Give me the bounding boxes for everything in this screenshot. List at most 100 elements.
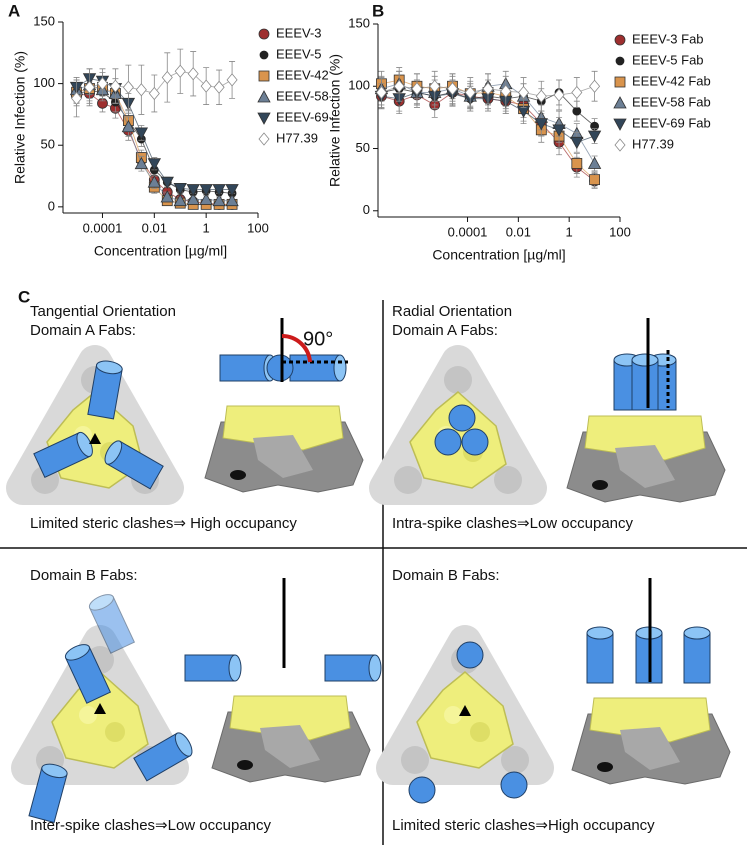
marker [534, 118, 548, 131]
marker [614, 76, 626, 88]
spike-side-view [211, 695, 371, 783]
marker [148, 86, 160, 101]
y-tick-label: 100 [33, 75, 55, 90]
marker [375, 85, 387, 100]
marker [446, 82, 459, 96]
fab [324, 654, 382, 682]
fab [456, 641, 484, 669]
legend-label: EEEV-69 Fab [632, 115, 711, 130]
quadrant-title: Tangential Orientation [30, 303, 176, 320]
x-tick-label: 0.01 [506, 224, 531, 239]
legend-label: EEEV-58 [276, 88, 329, 103]
marker [482, 82, 494, 96]
marker [212, 184, 226, 197]
marker [173, 182, 187, 196]
marker [587, 130, 602, 143]
x-axis-label: Concentration [µg/ml] [94, 243, 227, 259]
marker [225, 184, 239, 197]
marker [186, 184, 200, 197]
y-tick-label: 50 [356, 140, 370, 155]
x-tick-label: 0.0001 [83, 220, 123, 235]
caption: Limited steric clashes⇒ High occupancy [30, 515, 297, 532]
marker [212, 193, 226, 207]
quadrant-title: Domain A Fabs: [30, 322, 136, 339]
x-tick-label: 100 [609, 224, 631, 239]
x-tick-label: 0.01 [142, 220, 167, 235]
marker [161, 70, 173, 85]
marker [147, 175, 161, 188]
marker [122, 80, 134, 94]
fab [586, 626, 614, 684]
x-tick-label: 0.0001 [448, 224, 488, 239]
marker [173, 193, 187, 207]
quadrant-title: Domain A Fabs: [392, 322, 498, 339]
y-tick-label: 100 [348, 78, 370, 93]
fab [289, 354, 347, 382]
caption: Limited steric clashes⇒High occupancy [392, 817, 655, 834]
legend-label: EEEV-3 Fab [632, 31, 704, 46]
marker [199, 192, 213, 205]
marker [570, 136, 584, 150]
fab [683, 626, 711, 684]
marker [135, 83, 147, 97]
marker [571, 85, 583, 100]
marker [160, 190, 174, 203]
marker [199, 184, 213, 197]
marker [393, 79, 405, 93]
y-axis-label: Relative Infection (%) [12, 51, 28, 184]
marker [572, 106, 582, 116]
axis-marker [89, 433, 101, 444]
marker [174, 64, 186, 78]
marker [109, 79, 121, 93]
caption: Intra-spike clashes⇒Low occupancy [392, 515, 634, 532]
panel-label: B [372, 1, 384, 20]
panel-label: A [8, 1, 20, 20]
fab-end [266, 354, 294, 382]
legend-label: EEEV-69 [276, 109, 329, 124]
marker [553, 88, 565, 102]
marker [518, 85, 530, 100]
marker [186, 192, 200, 205]
fab [448, 404, 476, 432]
y-tick-label: 0 [48, 198, 55, 213]
legend-label: H77.39 [632, 136, 674, 151]
quadrant-title: Domain B Fabs: [30, 567, 138, 584]
marker [213, 80, 225, 94]
y-tick-label: 150 [348, 15, 370, 30]
legend-label: EEEV-42 Fab [632, 73, 711, 88]
marker [613, 96, 627, 109]
legend-label: EEEV-42 [276, 67, 329, 82]
marker [258, 70, 270, 82]
panel-label: C [18, 287, 30, 306]
marker [571, 158, 583, 169]
marker [257, 90, 271, 103]
marker [613, 118, 627, 131]
marker [71, 91, 83, 106]
x-tick-label: 1 [566, 224, 573, 239]
fab [408, 776, 436, 804]
marker [500, 84, 512, 98]
axis-marker [459, 705, 471, 716]
marker [226, 73, 238, 87]
legend-label: H77.39 [276, 130, 318, 145]
marker [464, 85, 476, 100]
fab [631, 353, 659, 411]
marker [535, 89, 547, 103]
axis-marker [94, 703, 106, 714]
marker [147, 158, 161, 171]
fab [500, 771, 528, 799]
y-axis-label: Relative Infection (%) [327, 54, 343, 187]
marker [258, 28, 270, 40]
marker [134, 127, 149, 140]
x-tick-label: 1 [203, 220, 210, 235]
marker [614, 34, 626, 46]
marker [96, 76, 108, 91]
y-tick-label: 150 [33, 13, 55, 28]
fab [184, 654, 242, 682]
marker [258, 132, 270, 146]
quadrant-title: Domain B Fabs: [392, 567, 500, 584]
fab [461, 428, 489, 456]
legend-label: EEEV-5 Fab [632, 52, 704, 67]
angle-label: 90° [303, 328, 333, 350]
